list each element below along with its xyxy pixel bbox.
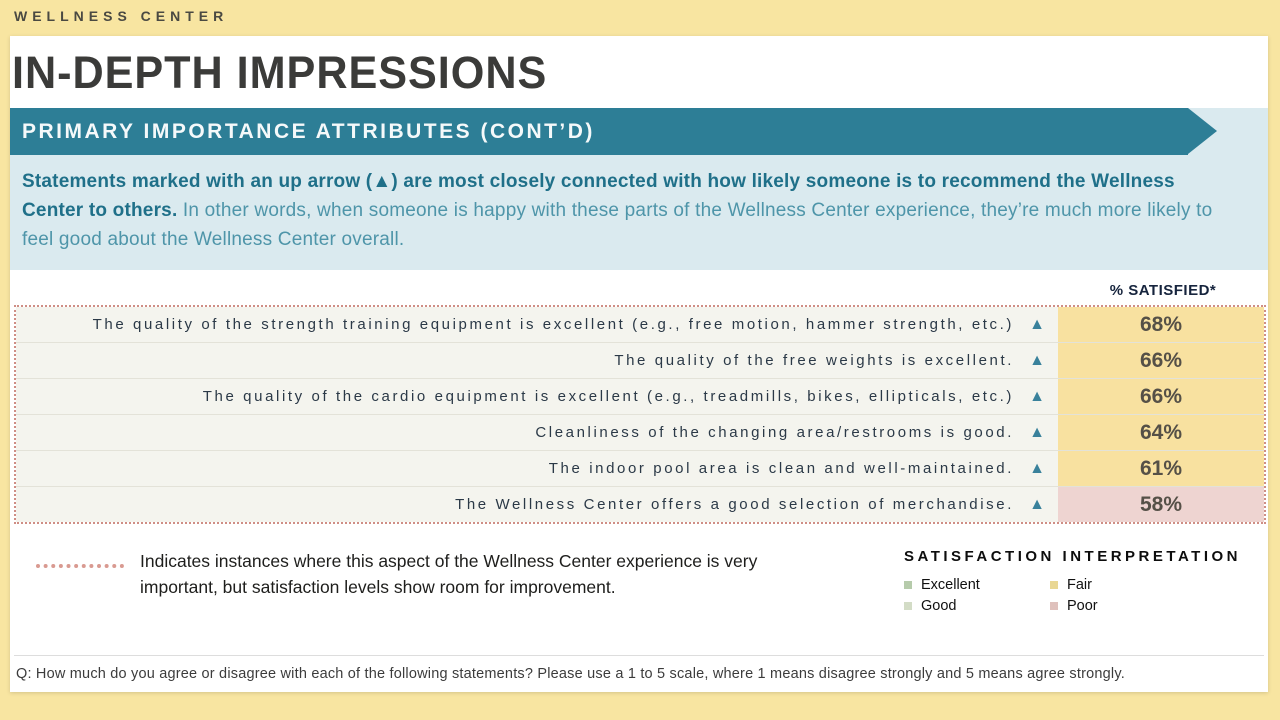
legend-text: Indicates instances where this aspect of… [140, 551, 758, 597]
table-row: The Wellness Center offers a good select… [16, 487, 1264, 522]
satisfied-value: 66% [1058, 379, 1264, 414]
table-row: The quality of the cardio equipment is e… [16, 379, 1264, 415]
statement-text: The quality of the strength training equ… [92, 316, 1014, 333]
statement-text: The Wellness Center offers a good select… [455, 496, 1014, 513]
up-arrow-icon: ▲ [1029, 387, 1045, 405]
footnote: Q: How much do you agree or disagree wit… [14, 655, 1264, 682]
satisfied-value: 61% [1058, 451, 1264, 486]
interpretation-item: Poor [1050, 598, 1256, 614]
section-banner: PRIMARY IMPORTANCE ATTRIBUTES (CONT’D) [10, 108, 1217, 155]
attributes-table: The quality of the strength training equ… [14, 305, 1266, 524]
intro-regular-text: In other words, when someone is happy wi… [22, 200, 1213, 250]
interpretation-title: SATISFACTION INTERPRETATION [904, 548, 1241, 565]
satisfied-value: 64% [1058, 415, 1264, 450]
dotted-line-swatch [36, 564, 124, 568]
satisfied-value: 66% [1058, 343, 1264, 378]
interpretation-item: Fair [1050, 577, 1256, 593]
statement-text: The quality of the cardio equipment is e… [202, 388, 1014, 405]
interpretation-label: Poor [1067, 598, 1098, 614]
interpretation-item: Excellent [904, 577, 1050, 593]
table-row: Cleanliness of the changing area/restroo… [16, 415, 1264, 451]
satisfied-value: 68% [1058, 307, 1264, 342]
statement-text: The quality of the free weights is excel… [614, 352, 1014, 369]
section-banner-label: PRIMARY IMPORTANCE ATTRIBUTES (CONT’D) [22, 119, 595, 143]
up-arrow-icon: ▲ [1029, 315, 1045, 333]
content-card: IN-DEPTH IMPRESSIONS PRIMARY IMPORTANCE … [10, 36, 1268, 692]
report-eyebrow: WELLNESS CENTER [14, 8, 229, 24]
satisfied-column-header: % SATISFIED* [1109, 282, 1217, 299]
interpretation-item: Good [904, 598, 1050, 614]
table-row: The quality of the strength training equ… [16, 307, 1264, 343]
satisfied-value: 58% [1058, 487, 1264, 522]
up-arrow-icon: ▲ [1029, 423, 1045, 441]
intro-paragraph: Statements marked with an up arrow (▲) a… [10, 155, 1268, 270]
interpretation-label: Fair [1067, 577, 1092, 593]
interpretation-label: Good [921, 598, 957, 614]
page-title: IN-DEPTH IMPRESSIONS [12, 47, 548, 98]
table-row: The indoor pool area is clean and well-m… [16, 451, 1264, 487]
intro-bold-text: Statements marked with an up arrow (▲) a… [22, 171, 1175, 221]
up-arrow-icon: ▲ [1029, 351, 1045, 369]
statement-text: Cleanliness of the changing area/restroo… [535, 424, 1014, 441]
poor-swatch [1050, 602, 1058, 610]
legend-row: Indicates instances where this aspect of… [24, 548, 1256, 614]
up-arrow-icon: ▲ [1029, 459, 1045, 477]
table-row: The quality of the free weights is excel… [16, 343, 1264, 379]
satisfaction-interpretation: SATISFACTION INTERPRETATION Excellent Fa… [904, 548, 1256, 614]
interpretation-grid: Excellent Fair Good Poor [904, 577, 1256, 614]
statement-text: The indoor pool area is clean and well-m… [548, 460, 1014, 477]
fair-swatch [1050, 581, 1058, 589]
good-swatch [904, 602, 912, 610]
up-arrow-icon: ▲ [1029, 495, 1045, 513]
intro-panel: PRIMARY IMPORTANCE ATTRIBUTES (CONT’D) S… [10, 108, 1268, 270]
excellent-swatch [904, 581, 912, 589]
interpretation-label: Excellent [921, 577, 980, 593]
